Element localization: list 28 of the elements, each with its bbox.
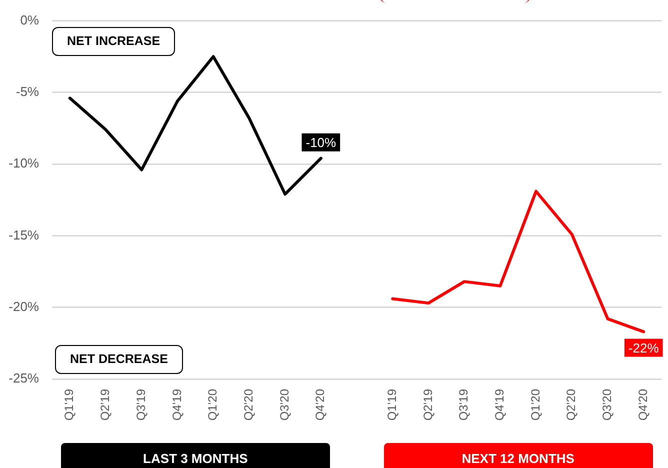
annotation: NET INCREASE [52, 26, 176, 56]
x-tick-label: Q3'20 [600, 388, 614, 421]
x-tick-label: Q2'19 [420, 388, 435, 421]
x-tick-label: Q4'19 [170, 388, 184, 421]
x-tick-label: Q1'19 [62, 388, 76, 421]
x-tick-label: Q1'19 [384, 388, 399, 421]
annotation: NET DECREASE [55, 345, 183, 374]
y-tick-label: -20% [8, 298, 40, 314]
x-tick-label: Q2'20 [242, 388, 256, 421]
text: LAST 3 MONTHS [60, 443, 330, 468]
x-tick-label: Q2'20 [564, 388, 578, 421]
x-tick-label: Q3'19 [134, 388, 148, 421]
data-label: -10% [306, 134, 337, 150]
y-tick-label: -15% [8, 227, 40, 242]
y-tick-label: -25% [8, 370, 40, 386]
x-tick-label: Q4'19 [492, 388, 506, 421]
x-tick-label: Q4'20 [636, 388, 650, 421]
y-tick-label: -5% [16, 84, 40, 100]
y-tick-label: -10% [8, 156, 40, 171]
x-tick-label: Q3'19 [456, 388, 471, 421]
x-tick-label: Q2'19 [98, 388, 112, 421]
x-tick-label: Q1'20 [528, 388, 542, 421]
text: NEXT 12 MONTHS [384, 443, 653, 468]
data-label: -22% [628, 340, 660, 356]
x-tick-label: Q4'20 [313, 388, 328, 421]
x-tick-label: Q3'20 [277, 388, 292, 421]
x-tick-label: Q1'20 [206, 388, 220, 421]
y-tick-label: 0% [20, 12, 40, 28]
